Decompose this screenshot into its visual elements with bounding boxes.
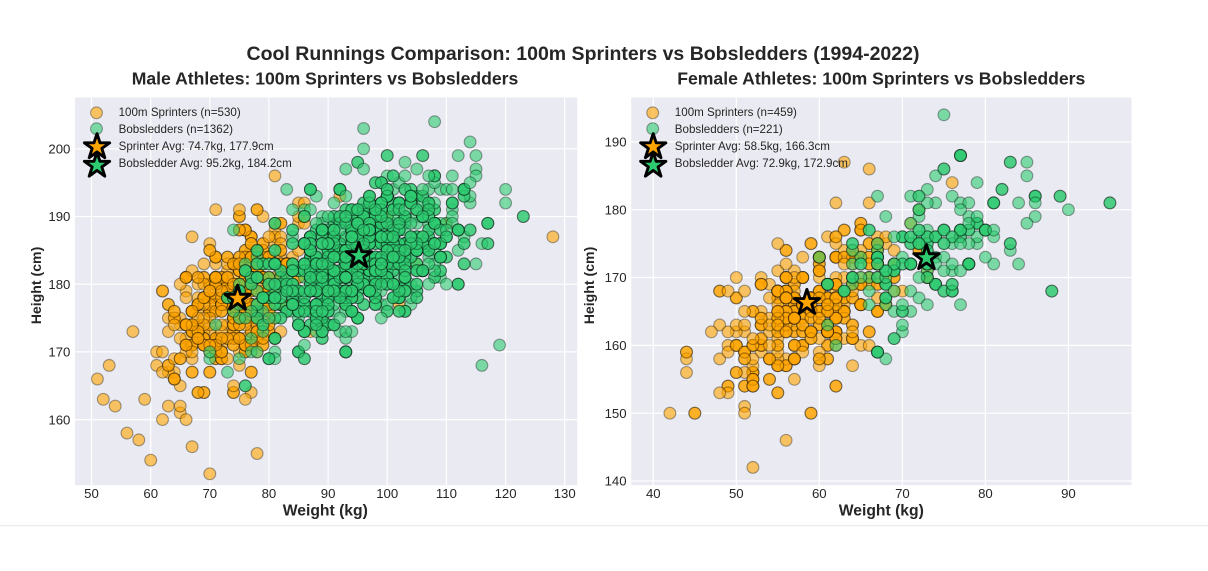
svg-text:100: 100 bbox=[376, 486, 398, 501]
svg-text:60: 60 bbox=[812, 486, 827, 501]
svg-text:Height (cm): Height (cm) bbox=[581, 247, 597, 325]
svg-text:150: 150 bbox=[605, 406, 627, 421]
svg-text:90: 90 bbox=[1061, 486, 1076, 501]
svg-text:200: 200 bbox=[48, 142, 70, 157]
svg-text:50: 50 bbox=[729, 486, 744, 501]
svg-text:180: 180 bbox=[48, 277, 70, 292]
svg-text:100m Sprinters (n=530): 100m Sprinters (n=530) bbox=[119, 106, 241, 119]
svg-text:190: 190 bbox=[48, 209, 70, 224]
svg-text:Female Athletes: 100m Sprinter: Female Athletes: 100m Sprinters vs Bobsl… bbox=[677, 69, 1085, 89]
svg-text:60: 60 bbox=[143, 486, 158, 501]
svg-text:Weight (kg): Weight (kg) bbox=[283, 502, 368, 519]
svg-text:Bobsledders (n=221): Bobsledders (n=221) bbox=[675, 123, 783, 136]
svg-text:160: 160 bbox=[48, 412, 70, 427]
svg-text:Cool Runnings Comparison: 100m: Cool Runnings Comparison: 100m Sprinters… bbox=[247, 43, 920, 65]
svg-text:Sprinter Avg: 58.5kg, 166.3cm: Sprinter Avg: 58.5kg, 166.3cm bbox=[675, 140, 830, 153]
svg-text:180: 180 bbox=[605, 202, 627, 217]
svg-text:160: 160 bbox=[605, 338, 627, 353]
svg-text:Sprinter Avg: 74.7kg, 177.9cm: Sprinter Avg: 74.7kg, 177.9cm bbox=[119, 140, 274, 153]
svg-text:80: 80 bbox=[262, 486, 277, 501]
svg-text:40: 40 bbox=[646, 486, 661, 501]
svg-text:170: 170 bbox=[605, 270, 627, 285]
svg-text:190: 190 bbox=[605, 135, 627, 150]
svg-text:70: 70 bbox=[202, 486, 217, 501]
svg-text:Male Athletes: 100m Sprinters: Male Athletes: 100m Sprinters vs Bobsled… bbox=[132, 69, 519, 89]
svg-text:100m Sprinters (n=459): 100m Sprinters (n=459) bbox=[675, 106, 797, 119]
svg-text:Height (cm): Height (cm) bbox=[28, 247, 44, 325]
svg-text:140: 140 bbox=[605, 474, 627, 489]
svg-text:70: 70 bbox=[895, 486, 910, 501]
svg-text:Weight (kg): Weight (kg) bbox=[839, 502, 924, 519]
svg-text:90: 90 bbox=[321, 486, 336, 501]
svg-text:50: 50 bbox=[84, 486, 99, 501]
svg-text:Bobsledders (n=1362): Bobsledders (n=1362) bbox=[119, 123, 234, 136]
svg-text:80: 80 bbox=[978, 486, 993, 501]
svg-text:110: 110 bbox=[436, 486, 457, 501]
svg-text:130: 130 bbox=[554, 486, 576, 501]
svg-text:120: 120 bbox=[495, 486, 517, 501]
svg-text:Bobsledder Avg: 72.9kg, 172.9c: Bobsledder Avg: 72.9kg, 172.9cm bbox=[675, 157, 848, 170]
svg-text:Bobsledder Avg: 95.2kg, 184.2c: Bobsledder Avg: 95.2kg, 184.2cm bbox=[119, 157, 292, 170]
svg-text:170: 170 bbox=[48, 345, 70, 360]
